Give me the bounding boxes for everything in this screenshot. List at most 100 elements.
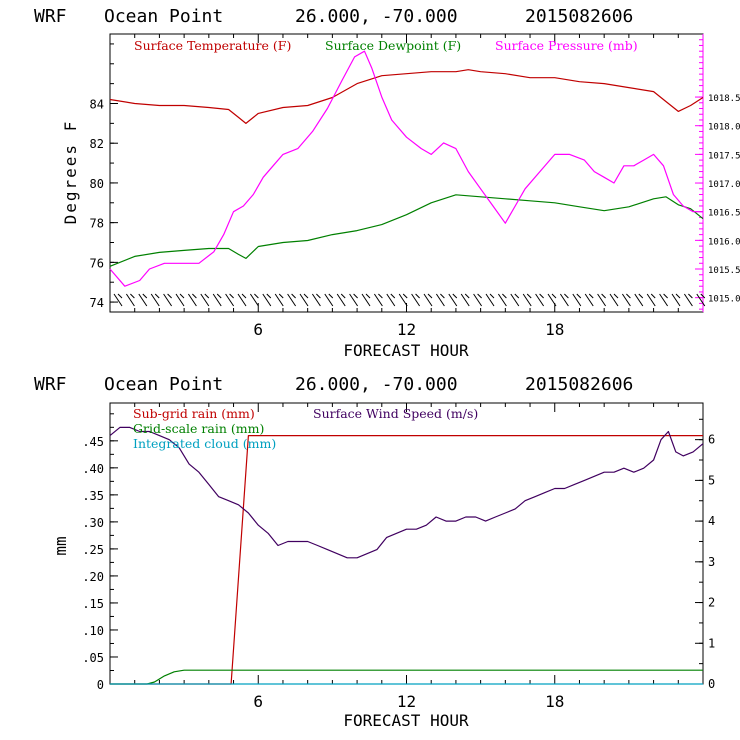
surface-pressure-line — [109, 50, 703, 287]
chart1-series — [109, 50, 704, 287]
legend-surface-temperature: Surface Temperature (F) — [134, 38, 291, 53]
y-tick-label: .15 — [82, 597, 104, 611]
wind-barb-flag — [663, 293, 668, 299]
wind-barb — [324, 293, 334, 307]
y2-tick-label: 2 — [708, 596, 715, 610]
wind-barb — [572, 293, 582, 307]
wind-barb-flag — [514, 293, 520, 299]
temperature-pressure-chart: WRF Ocean Point 26.000, -70.000 20150826… — [34, 6, 740, 360]
chart1-title-model: WRF — [34, 6, 67, 27]
wind-barb — [163, 293, 173, 307]
wind-barb-flag — [204, 293, 210, 299]
wind-barb — [497, 293, 507, 307]
wind-barb — [671, 293, 681, 307]
chart2-x-axis-label: FORECAST HOUR — [343, 711, 469, 730]
chart1-x-axis-label: FORECAST HOUR — [343, 341, 469, 360]
wind-barb — [485, 293, 495, 307]
y2-tick-label: 1017.5 — [708, 151, 740, 161]
chart2-series — [109, 426, 704, 685]
wind-barb — [398, 293, 408, 307]
wind-barb — [435, 293, 445, 307]
wind-barb-flag — [254, 293, 259, 299]
wind-barb-flag — [316, 293, 321, 299]
wind-barb — [609, 293, 619, 307]
wind-barb — [262, 293, 272, 307]
wind-barb — [646, 293, 656, 307]
wind-barb-flag — [650, 293, 656, 299]
y-tick-label: .25 — [82, 543, 104, 557]
chart1-title-location: Ocean Point — [104, 6, 223, 27]
wind-barb-flag — [539, 293, 544, 299]
wind-barb — [448, 293, 458, 307]
wind-barb-flag — [303, 293, 309, 299]
wind-barb — [212, 293, 222, 307]
wind-barb — [696, 293, 706, 307]
wind-barb-flag — [688, 293, 693, 299]
chart1-y-ticks: 74 76 78 80 82 84 — [90, 43, 118, 310]
wind-barb-flag — [167, 293, 172, 299]
y2-tick-label: 1016.5 — [708, 209, 740, 219]
wind-barb-flag — [613, 293, 619, 299]
y-tick-label: 0 — [97, 678, 104, 692]
y2-tick-label: 1016.0 — [708, 237, 740, 247]
y-tick-label: 80 — [90, 177, 104, 191]
wind-barb-flag — [502, 293, 507, 299]
wind-barb-flag — [278, 293, 284, 299]
wind-barb-flag — [601, 293, 606, 299]
y-tick-label: 84 — [90, 98, 104, 112]
wind-barb — [411, 293, 421, 307]
wind-barb — [274, 293, 284, 307]
wind-barb-flag — [390, 293, 396, 299]
wind-barb-flag — [402, 293, 408, 299]
wind-barb — [584, 293, 594, 307]
legend-integrated-cloud: Integrated cloud (mm) — [133, 436, 276, 451]
wind-barb — [373, 293, 383, 307]
y2-tick-label: 3 — [708, 555, 715, 569]
legend-grid-scale-rain: Grid-scale rain (mm) — [133, 421, 264, 436]
chart1-title-coords: 26.000, -70.000 — [295, 6, 458, 27]
wind-barb — [336, 293, 346, 307]
chart2-title-coords: 26.000, -70.000 — [295, 374, 458, 395]
y2-tick-label: 1 — [708, 636, 715, 650]
y2-tick-label: 1015.5 — [708, 266, 740, 276]
x-tick-label: 6 — [253, 692, 263, 711]
wind-barb — [535, 293, 545, 307]
wind-barb-flag — [192, 293, 197, 299]
wind-barb-flag — [427, 293, 433, 299]
wind-barb — [349, 293, 359, 307]
wind-barb — [138, 293, 148, 307]
legend-surface-dewpoint: Surface Dewpoint (F) — [325, 38, 461, 53]
y-tick-label: 78 — [90, 217, 104, 231]
chart2-y2-ticks: 0 1 2 3 4 5 6 — [695, 418, 715, 691]
wind-barb — [659, 293, 669, 307]
wind-barb — [311, 293, 321, 307]
wind-barb — [634, 293, 644, 307]
x-tick-label: 12 — [397, 692, 416, 711]
y-tick-label: .05 — [82, 651, 104, 665]
wind-barb — [237, 293, 247, 307]
y2-tick-label: 1017.0 — [708, 180, 740, 190]
wind-barb-flag — [675, 293, 681, 299]
wind-barb — [386, 293, 396, 307]
chart1-y2-ticks: 1015.0 1015.5 1016.0 1016.5 1017.0 1017.5 1018… — [695, 39, 740, 310]
wind-barb-flag — [179, 293, 185, 299]
legend-surface-pressure: Surface Pressure (mb) — [495, 38, 638, 53]
wind-barb-flag — [626, 293, 631, 299]
wind-barb-flag — [526, 293, 532, 299]
y-tick-label: 76 — [90, 256, 104, 270]
y-tick-label: .40 — [82, 462, 104, 476]
wind-barb-flag — [464, 293, 470, 299]
y2-tick-label: 1018.0 — [708, 123, 740, 133]
wind-barb — [361, 293, 371, 307]
surface-dewpoint-line — [109, 194, 704, 267]
wind-barb — [683, 293, 693, 307]
wind-barb-flag — [216, 293, 222, 299]
wind-barb-flag — [551, 293, 557, 299]
wind-barb-flag — [700, 293, 706, 299]
x-tick-label: 12 — [397, 320, 416, 339]
chart2-y-axis-label: mm — [51, 536, 70, 555]
y2-tick-label: 0 — [708, 677, 715, 691]
wind-barb-flag — [415, 293, 420, 299]
y-tick-label: .10 — [82, 624, 104, 638]
wind-barb-flag — [489, 293, 495, 299]
